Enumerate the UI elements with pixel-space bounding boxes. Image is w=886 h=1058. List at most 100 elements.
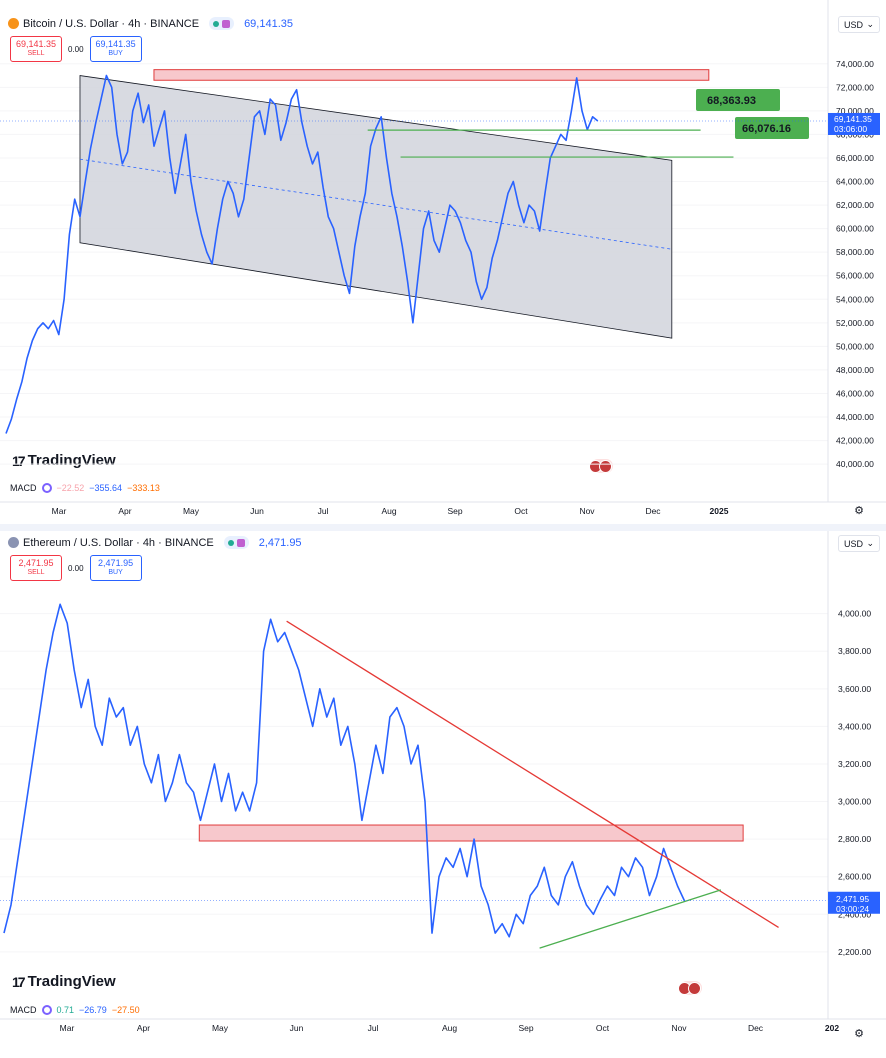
market-open-icon (227, 539, 234, 546)
x-tick-label: Jul (318, 506, 329, 516)
eth-macd-legend[interactable]: MACD 0.71 −26.79 −27.50 (10, 1005, 140, 1015)
resistance-zone (198, 824, 744, 842)
descending-trendline (286, 620, 779, 928)
level-callout-label: 66,076.16 (742, 123, 791, 135)
panel-divider (0, 524, 886, 531)
eth-sell-price: 2,471.95 (18, 558, 54, 568)
macd-settings-icon (41, 1005, 52, 1015)
x-tick-label: Dec (748, 1023, 764, 1033)
y-tick-label: 58,000.00 (836, 247, 874, 257)
x-tick-label: Jun (290, 1023, 304, 1033)
btc-sell-label: SELL (27, 50, 45, 57)
macd-histogram-value: 0.71 (56, 1005, 75, 1015)
macd-label: MACD (10, 483, 37, 493)
eth-sell-button[interactable]: 2,471.95 SELL (10, 555, 62, 581)
y-tick-label: 48,000.00 (836, 365, 874, 375)
macd-signal-value: −27.50 (111, 1005, 140, 1015)
gear-icon[interactable]: ⚙ (854, 505, 864, 517)
us-flag-icon[interactable] (678, 981, 702, 995)
btc-chart-panel: Bitcoin / U.S. Dollar · 4h · BINANCE 69,… (0, 0, 886, 524)
btc-sell-button[interactable]: 69,141.35 SELL (10, 36, 62, 62)
tradingview-mark-icon: 17 (12, 973, 26, 990)
indicator-icon (222, 19, 231, 28)
x-tick-label: Aug (381, 506, 396, 516)
y-tick-label: 60,000.00 (836, 224, 874, 234)
resistance-zone (153, 69, 710, 81)
eth-spread: 0.00 (68, 563, 84, 573)
btc-currency-label: USD (844, 19, 864, 30)
y-tick-label: 70,000.00 (836, 106, 874, 116)
x-tick-label: Oct (514, 506, 528, 516)
eth-header: Ethereum / U.S. Dollar · 4h · BINANCE 2,… (8, 536, 302, 549)
btc-buy-price: 69,141.35 (95, 39, 136, 49)
y-tick-label: 2,400.00 (838, 909, 871, 919)
ethereum-icon (8, 537, 19, 548)
macd-line-value: −355.64 (89, 483, 123, 493)
y-tick-label: 56,000.00 (836, 271, 874, 281)
macd-line-value: −26.79 (79, 1005, 107, 1015)
market-open-icon (213, 20, 220, 27)
market-status-pill[interactable] (209, 17, 235, 30)
x-tick-label: Jul (368, 1023, 379, 1033)
last-price-label: 2,471.95 (836, 894, 869, 904)
last-price-countdown: 03:00:24 (836, 904, 869, 914)
y-tick-label: 2,200.00 (838, 947, 871, 957)
y-tick-label: 2,800.00 (838, 834, 871, 844)
us-flag-icon[interactable] (589, 459, 613, 473)
x-tick-label: May (183, 506, 200, 516)
tradingview-logo-text: TradingView (27, 452, 116, 469)
y-tick-label: 52,000.00 (836, 318, 874, 328)
y-tick-label: 62,000.00 (836, 200, 874, 210)
x-tick-label: Oct (596, 1023, 610, 1033)
y-tick-label: 72,000.00 (836, 82, 874, 92)
y-tick-label: 42,000.00 (836, 436, 874, 446)
eth-currency-label: USD (844, 538, 864, 549)
indicator-icon (236, 538, 245, 547)
bitcoin-icon (8, 18, 19, 29)
x-tick-label: 202 (825, 1023, 839, 1033)
btc-header-price: 69,141.35 (244, 17, 293, 30)
x-tick-label: Mar (60, 1023, 75, 1033)
eth-chart-svg[interactable]: 4,000.00 3,800.00 3,600.00 3,400.00 3,200.00… (0, 531, 886, 1051)
y-tick-label: 44,000.00 (836, 412, 874, 422)
btc-header: Bitcoin / U.S. Dollar · 4h · BINANCE 69,… (8, 17, 293, 30)
btc-macd-legend[interactable]: MACD −22.52 −355.64 −333.13 (10, 483, 160, 493)
btc-title: Bitcoin / U.S. Dollar · 4h · BINANCE (23, 17, 200, 30)
tradingview-logo: 17 TradingView (12, 973, 116, 990)
channel-midline (79, 158, 672, 250)
level-callout-box (735, 117, 809, 139)
x-tick-label: Jun (250, 506, 264, 516)
btc-currency-select[interactable]: USD ⌄ (838, 16, 880, 33)
btc-buy-button[interactable]: 69,141.35 BUY (89, 36, 142, 62)
y-tick-label: 3,400.00 (838, 721, 871, 731)
y-tick-label: 3,800.00 (838, 646, 871, 656)
level-callout-box (696, 89, 780, 111)
macd-label: MACD (10, 1005, 37, 1015)
btc-chart-svg[interactable]: 74,000.0072,000.0070,000.0068,000.0066,0… (0, 0, 886, 524)
y-tick-label: 3,000.00 (838, 797, 871, 807)
btc-price-line (5, 74, 599, 434)
x-tick-label: Apr (118, 506, 131, 516)
last-price-countdown: 03:06:00 (834, 124, 867, 134)
btc-trade-box: 69,141.35 SELL 0.00 69,141.35 BUY (10, 36, 142, 62)
eth-title: Ethereum / U.S. Dollar · 4h · BINANCE (23, 536, 214, 549)
y-tick-label: 4,000.00 (838, 609, 871, 619)
chevron-down-icon: ⌄ (866, 538, 874, 548)
x-tick-label: May (212, 1023, 229, 1033)
eth-buy-button[interactable]: 2,471.95 BUY (89, 555, 142, 581)
descending-channel (79, 75, 673, 339)
btc-buy-label: BUY (108, 50, 123, 57)
y-tick-label: 3,200.00 (838, 759, 871, 769)
eth-currency-select[interactable]: USD ⌄ (838, 535, 880, 552)
x-tick-label: Sep (447, 506, 462, 516)
gear-icon[interactable]: ⚙ (854, 1028, 864, 1040)
y-tick-label: 74,000.00 (836, 59, 874, 69)
macd-histogram-value: −22.52 (56, 483, 85, 493)
macd-settings-icon (41, 483, 52, 493)
macd-signal-value: −333.13 (127, 483, 160, 493)
x-tick-label: Aug (442, 1023, 457, 1033)
market-status-pill[interactable] (223, 536, 249, 549)
x-tick-label: Nov (671, 1023, 687, 1033)
btc-sell-price: 69,141.35 (15, 39, 57, 49)
x-tick-label: Mar (52, 506, 67, 516)
